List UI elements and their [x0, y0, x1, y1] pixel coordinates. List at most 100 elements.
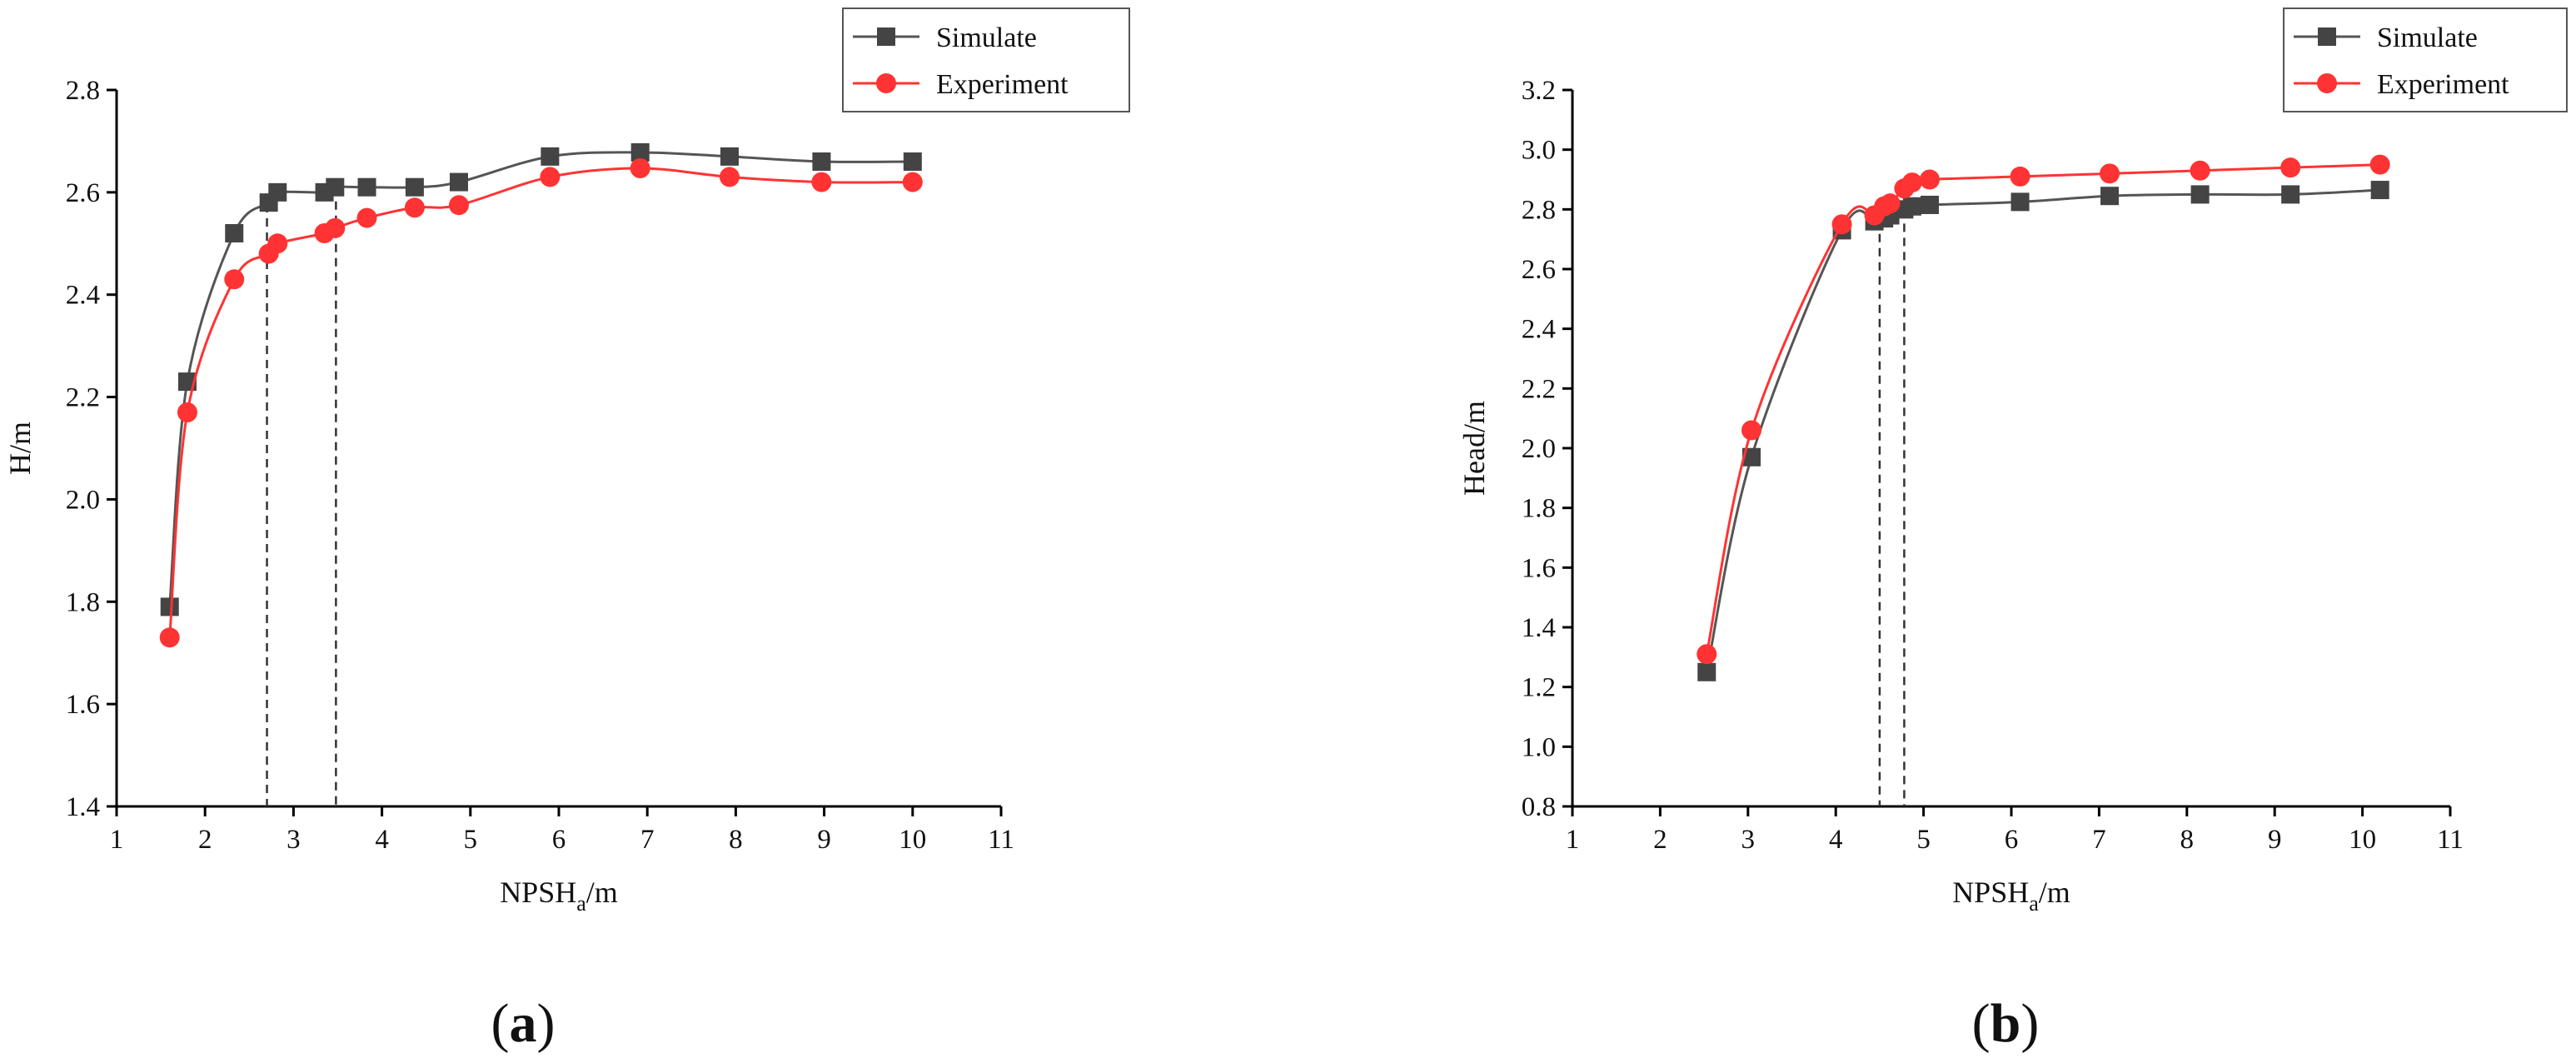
data-point-square [1920, 195, 1939, 214]
data-point-square [903, 152, 922, 171]
series-experiment [159, 157, 923, 648]
x-tick-label: 7 [640, 825, 655, 855]
data-point-square [2281, 185, 2300, 204]
data-point-circle [630, 157, 650, 178]
data-point-circle [540, 167, 561, 187]
data-point-square [268, 182, 287, 202]
x-tick-label: 9 [2268, 825, 2282, 855]
data-point-square [720, 147, 739, 166]
chart-panel-a: 1 2 3 4 5 6 7 8 9 10 11 1.4 1.6 1.8 2.0 2.2 2.4 2.6 2.8 NPS… [3, 7, 1130, 1054]
data-point-circle [325, 217, 346, 238]
y-tick-label: 1.8 [1522, 494, 1556, 524]
x-tick-label: 8 [2180, 825, 2195, 855]
data-point-square [2190, 185, 2210, 204]
data-point-circle [1901, 172, 1922, 193]
data-point-square [225, 224, 244, 242]
data-point-square [160, 597, 179, 616]
data-point-circle [1697, 644, 1717, 665]
y-tick-label: 0.8 [1522, 792, 1556, 822]
data-point-circle [177, 402, 197, 422]
panel-label-letter: a [510, 993, 537, 1054]
data-point-square [1697, 662, 1717, 681]
legend-label: Experiment [936, 69, 1069, 100]
x-tick-label: 2 [198, 825, 212, 855]
data-point-square [812, 152, 831, 171]
y-tick-label: 3.2 [1522, 76, 1556, 106]
x-tick-label: 7 [2092, 825, 2106, 855]
data-point-square [2010, 192, 2030, 212]
data-point-square [326, 177, 345, 197]
x-tick-label: 2 [1653, 825, 1667, 855]
y-tick-label: 1.6 [66, 690, 100, 720]
legend-marker-square [2318, 27, 2336, 46]
data-point-circle [811, 172, 832, 192]
x-tick-label: 6 [2005, 825, 2019, 855]
y-tick-label: 1.2 [1522, 673, 1556, 703]
x-tick-label: 4 [1829, 825, 1843, 855]
x-axis-title-subscript: a [2029, 891, 2039, 916]
data-point-square [449, 172, 468, 192]
x-tick-label: 5 [1916, 825, 1931, 855]
y-tick-label: 1.4 [66, 792, 100, 822]
series-line-experiment [1705, 163, 2380, 655]
y-axis-title: Head/m [1457, 401, 1491, 496]
x-axis-title-main: NPSH [1952, 876, 2029, 909]
series-experiment [1697, 154, 2390, 665]
panel-label-close: ) [537, 993, 556, 1054]
panel-label-open: ( [491, 993, 510, 1054]
data-point-circle [1741, 420, 1762, 441]
panel-label-close: ) [2020, 993, 2039, 1054]
legend-box [2283, 7, 2568, 112]
y-tick-label: 2.8 [1522, 195, 1556, 225]
legend-label: Simulate [2377, 22, 2478, 53]
y-tick-label: 1.6 [1522, 553, 1556, 583]
x-tick-label: 4 [375, 825, 389, 855]
legend-label: Experiment [2377, 69, 2509, 100]
series-simulate [1697, 181, 2389, 681]
x-axis-title-main: NPSH [500, 876, 576, 909]
data-point-circle [2280, 157, 2301, 178]
x-tick-label: 10 [2349, 825, 2376, 855]
y-tick-label: 2.4 [1522, 315, 1556, 345]
legend-marker-circle [2317, 73, 2337, 93]
x-tick-label: 8 [729, 825, 743, 855]
data-point-circle [448, 195, 469, 216]
data-point-circle [2010, 166, 2030, 187]
data-point-circle [1831, 214, 1852, 235]
x-tick-label: 6 [552, 825, 566, 855]
legend-box [842, 7, 1130, 112]
y-tick-label: 2.0 [1522, 434, 1556, 464]
x-tick-label: 3 [286, 825, 301, 855]
data-point-circle [267, 233, 288, 254]
x-tick-label: 1 [110, 825, 124, 855]
x-axis-title-unit: /m [586, 876, 618, 909]
panel-label-open: ( [1972, 993, 1991, 1054]
x-tick-label: 3 [1741, 825, 1756, 855]
y-tick-label: 3.0 [1522, 136, 1556, 166]
data-point-square [1902, 197, 1921, 216]
x-axis-title: NPSHa/m [1952, 876, 2070, 916]
x-tick-label: 9 [817, 825, 831, 855]
series-line-simulate [1705, 188, 2380, 673]
series-line-simulate [168, 151, 913, 607]
legend-marker-circle [876, 73, 896, 93]
data-point-circle [2100, 163, 2120, 184]
data-point-circle [356, 207, 377, 228]
panel-label: (a) [491, 993, 556, 1054]
data-point-square [541, 147, 560, 166]
data-point-circle [2190, 160, 2210, 181]
data-point-square [630, 142, 650, 162]
chart-panel-b: 1 2 3 4 5 6 7 8 9 10 11 0.8 1.0 1.2 1.4 1.6 1.8 2.0 2.2 2.4… [1457, 7, 2568, 1054]
y-tick-label: 1.4 [1522, 613, 1556, 643]
y-tick-label: 1.8 [66, 587, 100, 617]
data-point-square [2370, 181, 2389, 200]
x-tick-label: 1 [1566, 825, 1580, 855]
legend-marker-square [877, 27, 895, 46]
y-tick-label: 2.6 [1522, 255, 1556, 285]
x-tick-label: 11 [2437, 825, 2464, 855]
x-tick-label: 5 [464, 825, 478, 855]
y-tick-label: 2.2 [66, 383, 100, 413]
data-point-circle [1919, 169, 1940, 190]
y-tick-label: 1.0 [1522, 732, 1556, 762]
